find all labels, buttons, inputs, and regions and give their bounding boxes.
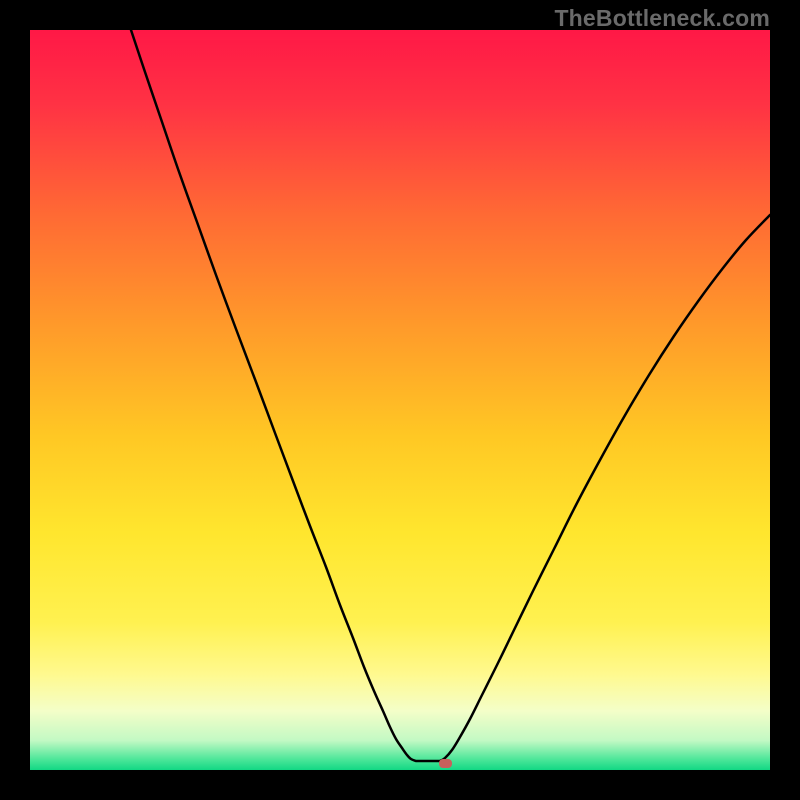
optimal-marker [439, 759, 452, 768]
chart-container: TheBottleneck.com [0, 0, 800, 800]
bottleneck-curve [30, 30, 770, 770]
watermark-text: TheBottleneck.com [554, 5, 770, 32]
